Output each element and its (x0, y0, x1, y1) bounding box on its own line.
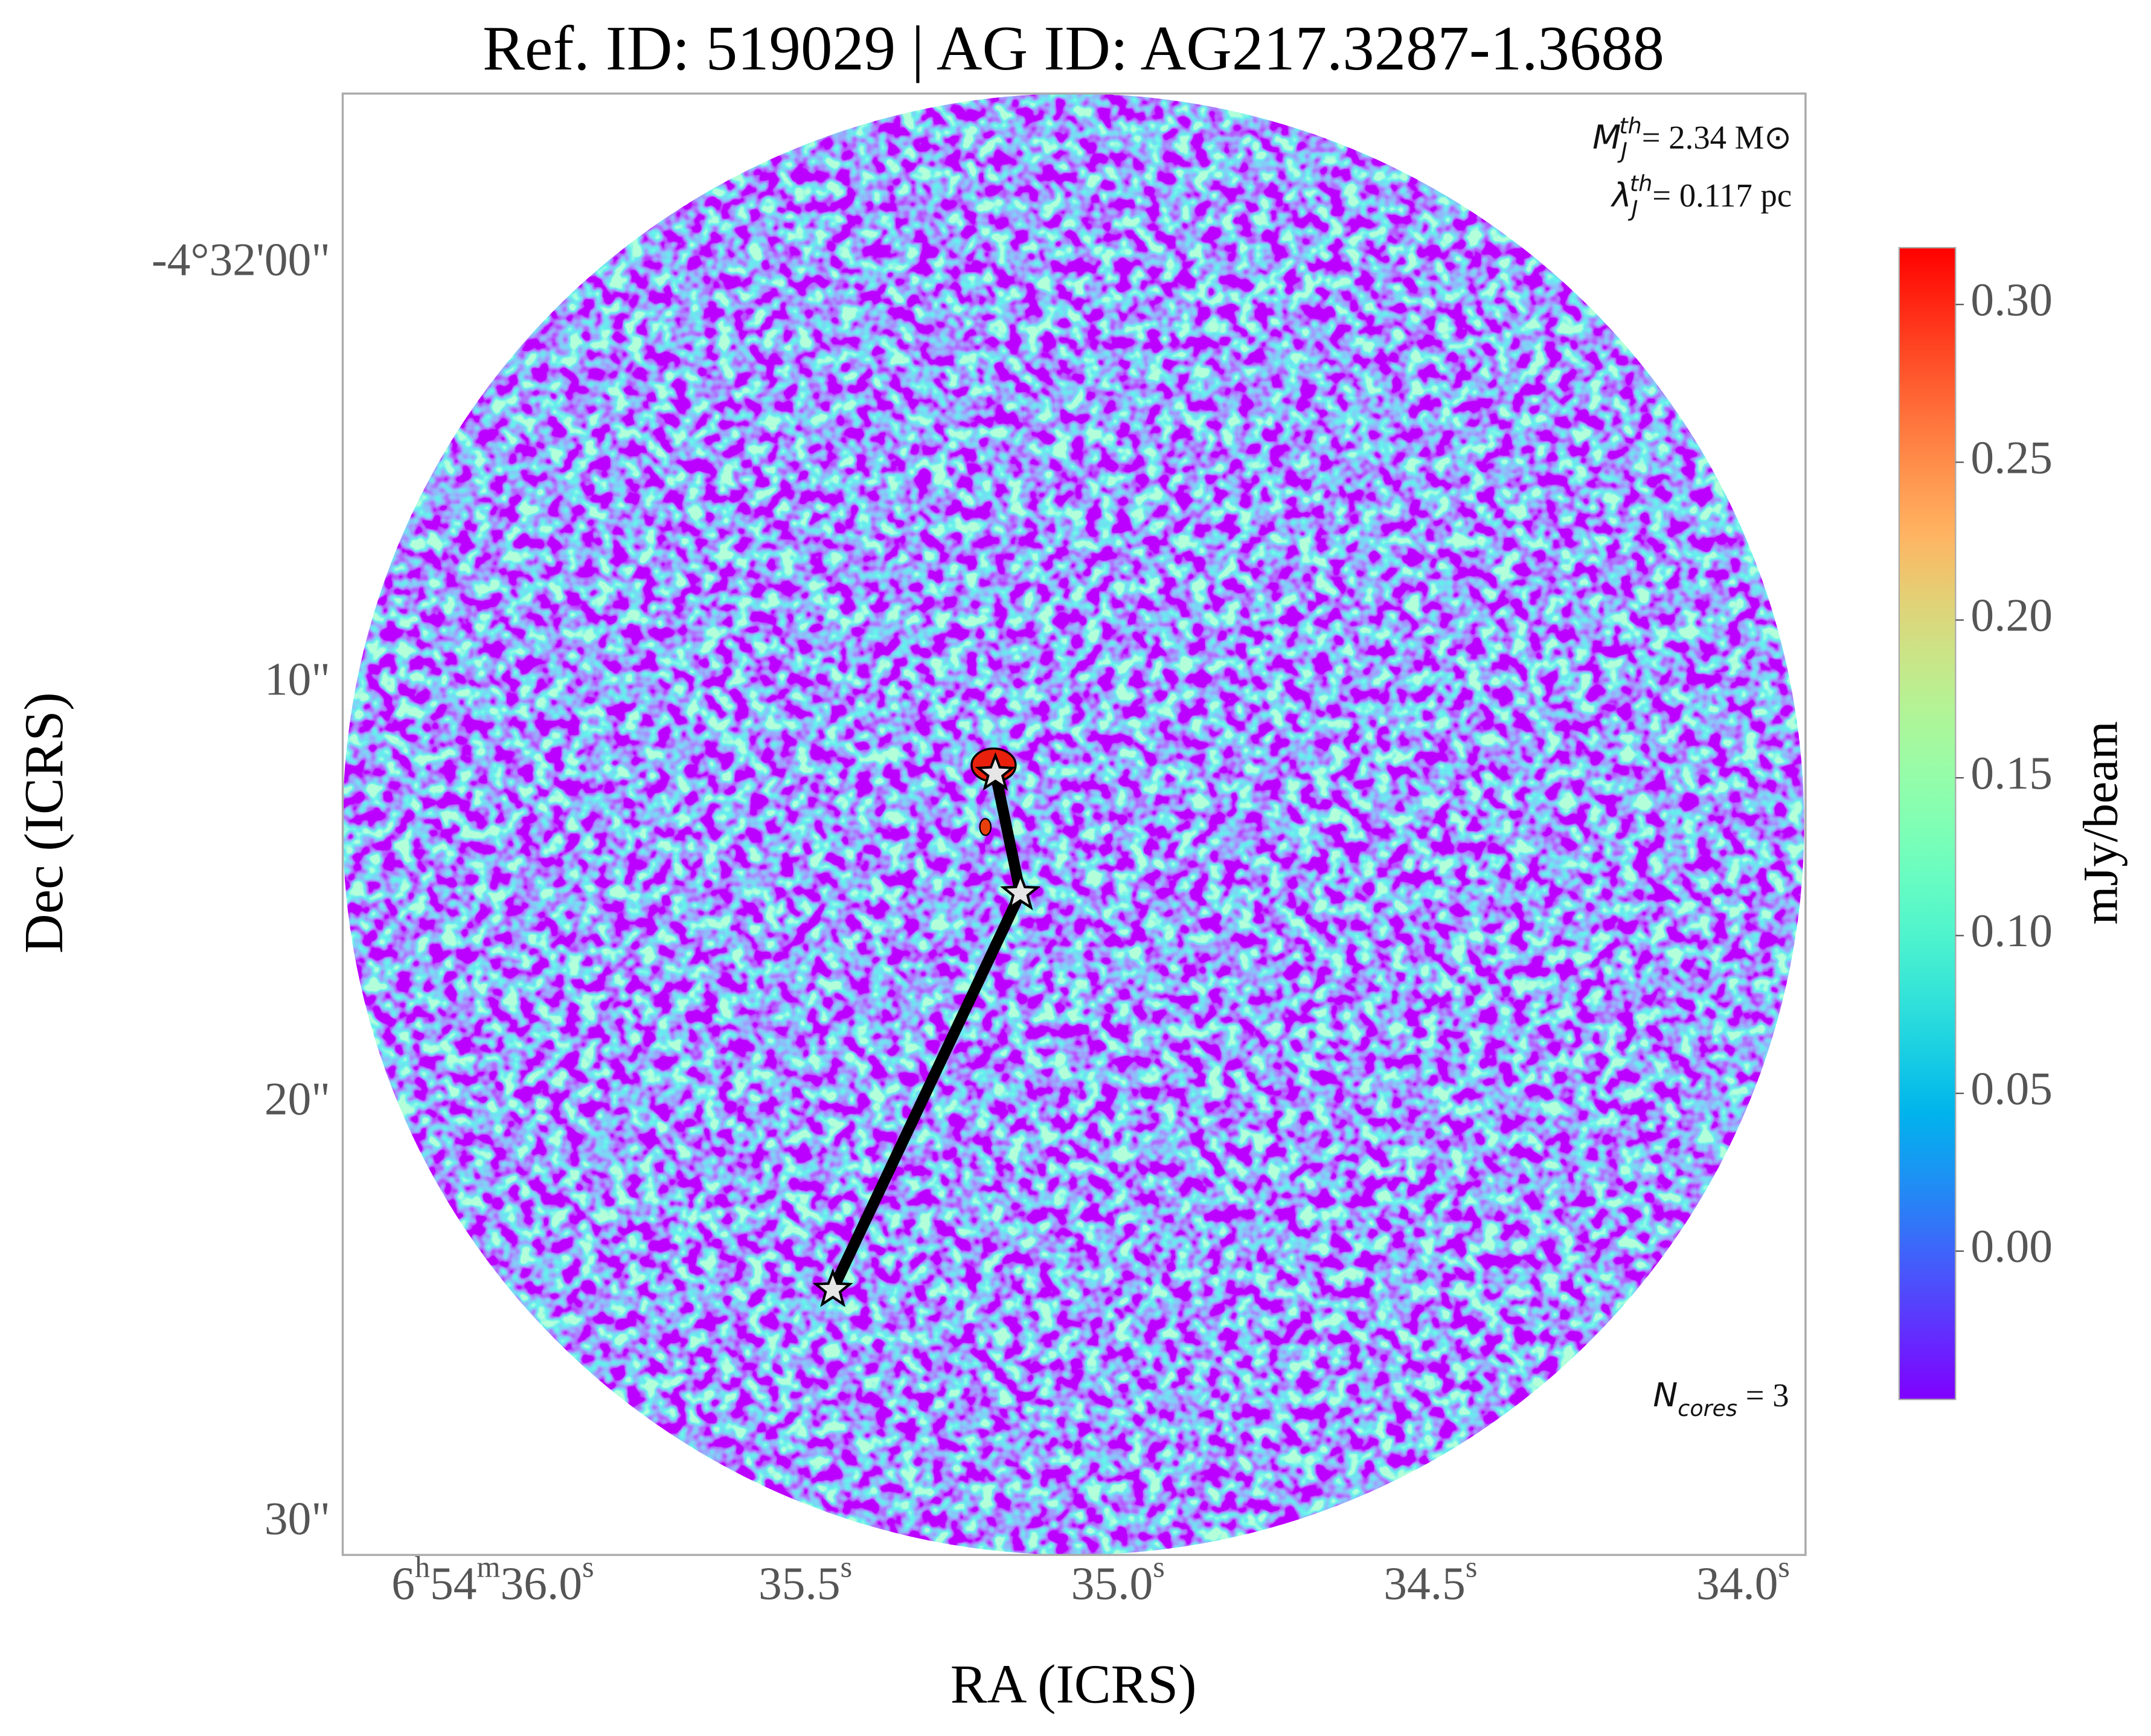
annotation-text: = 2.34 M⊙ (1642, 119, 1792, 156)
annotation-superscript: th (1619, 113, 1641, 139)
axes-frame (341, 92, 1807, 1556)
colorbar-tick-label: 0.10 (1970, 905, 2053, 956)
annotation-subscript: cores (1678, 1395, 1737, 1421)
core-marker (812, 1268, 853, 1307)
x-tick-label: 6h54m36.0s (391, 1550, 594, 1609)
noise-field (342, 93, 1804, 1555)
chart-title: Ref. ID: 519029 | AG ID: AG217.3287-1.36… (482, 13, 1664, 83)
emission-clump (979, 818, 992, 836)
colorbar-label: mJy/beam (2073, 721, 2128, 924)
colorbar (1898, 247, 1957, 1400)
colorbar-tick-label: 0.05 (1970, 1062, 2053, 1114)
annotation: Ncores = 3 (1653, 1376, 1789, 1421)
colorbar-tick-label: 0.20 (1970, 589, 2053, 641)
annotation: λJth= 0.117 pc (1610, 171, 1792, 222)
y-tick-label: 30" (264, 1493, 330, 1545)
y-axis-label: Dec (ICRS) (13, 692, 74, 953)
y-tick-label: -4°32'00" (152, 234, 330, 286)
x-tick-label: 34.5s (1383, 1550, 1477, 1609)
colorbar-tick-label: 0.25 (1970, 431, 2053, 483)
core-marker (1000, 871, 1041, 911)
x-tick-label: 35.5s (758, 1550, 852, 1609)
x-tick-label: 35.0s (1071, 1550, 1165, 1609)
annotation-text: = 3 (1737, 1377, 1789, 1414)
colorbar-tick-label: 0.00 (1970, 1220, 2053, 1272)
core-marker (975, 752, 1016, 791)
intensity-map (342, 93, 1804, 1555)
colorbar-tick-label: 0.30 (1970, 274, 2053, 325)
y-tick-label: 10" (264, 653, 330, 705)
annotation-symbol: M (1592, 118, 1621, 156)
x-axis-label: RA (ICRS) (950, 1653, 1197, 1714)
annotation-symbol: N (1653, 1376, 1678, 1414)
annotation-superscript: th (1630, 171, 1652, 197)
colorbar-tick-label: 0.15 (1970, 747, 2053, 799)
x-tick-label: 34.0s (1696, 1550, 1790, 1609)
annotation-symbol: λ (1610, 176, 1631, 214)
y-tick-label: 20" (264, 1073, 330, 1125)
annotation: MJth= 2.34 M⊙ (1592, 113, 1792, 164)
annotation-text: = 0.117 pc (1652, 177, 1792, 214)
